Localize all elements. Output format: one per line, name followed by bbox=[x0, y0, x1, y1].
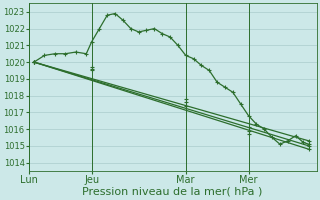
X-axis label: Pression niveau de la mer( hPa ): Pression niveau de la mer( hPa ) bbox=[83, 187, 263, 197]
